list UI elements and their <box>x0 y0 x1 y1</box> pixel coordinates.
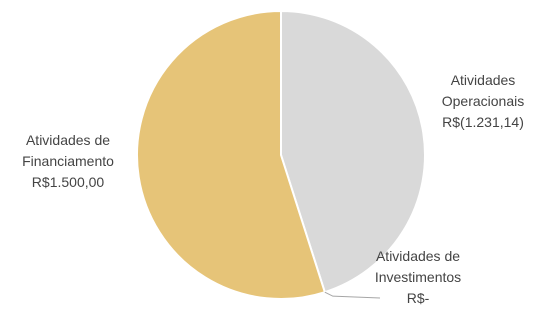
leader-line <box>324 291 381 299</box>
slice-label-line: Investimentos <box>375 269 461 285</box>
slice-label: Atividades Operacionais R$(1.231,14) <box>442 72 525 130</box>
pie-slice <box>280 9 426 294</box>
slice-label-line: Atividades de <box>26 132 110 148</box>
labels-layer: Atividades Operacionais R$(1.231,14)Ativid… <box>22 72 524 306</box>
slice-label: Atividades de Investimentos R$- <box>375 248 461 306</box>
slice-label-line: R$(1.231,14) <box>442 114 524 130</box>
leader-lines-layer <box>324 291 381 299</box>
slices-layer <box>136 9 426 300</box>
slice-label-line: Atividades de <box>376 248 460 264</box>
pie-slice <box>136 9 327 300</box>
slice-label-line: R$1.500,00 <box>32 174 105 190</box>
slice-label-line: Financiamento <box>22 153 114 169</box>
slice-label-line: R$- <box>407 290 430 306</box>
slice-label-line: Operacionais <box>442 93 525 109</box>
slice-label-line: Atividades <box>451 72 516 88</box>
slice-label: Atividades de Financiamento R$1.500,00 <box>22 132 114 190</box>
